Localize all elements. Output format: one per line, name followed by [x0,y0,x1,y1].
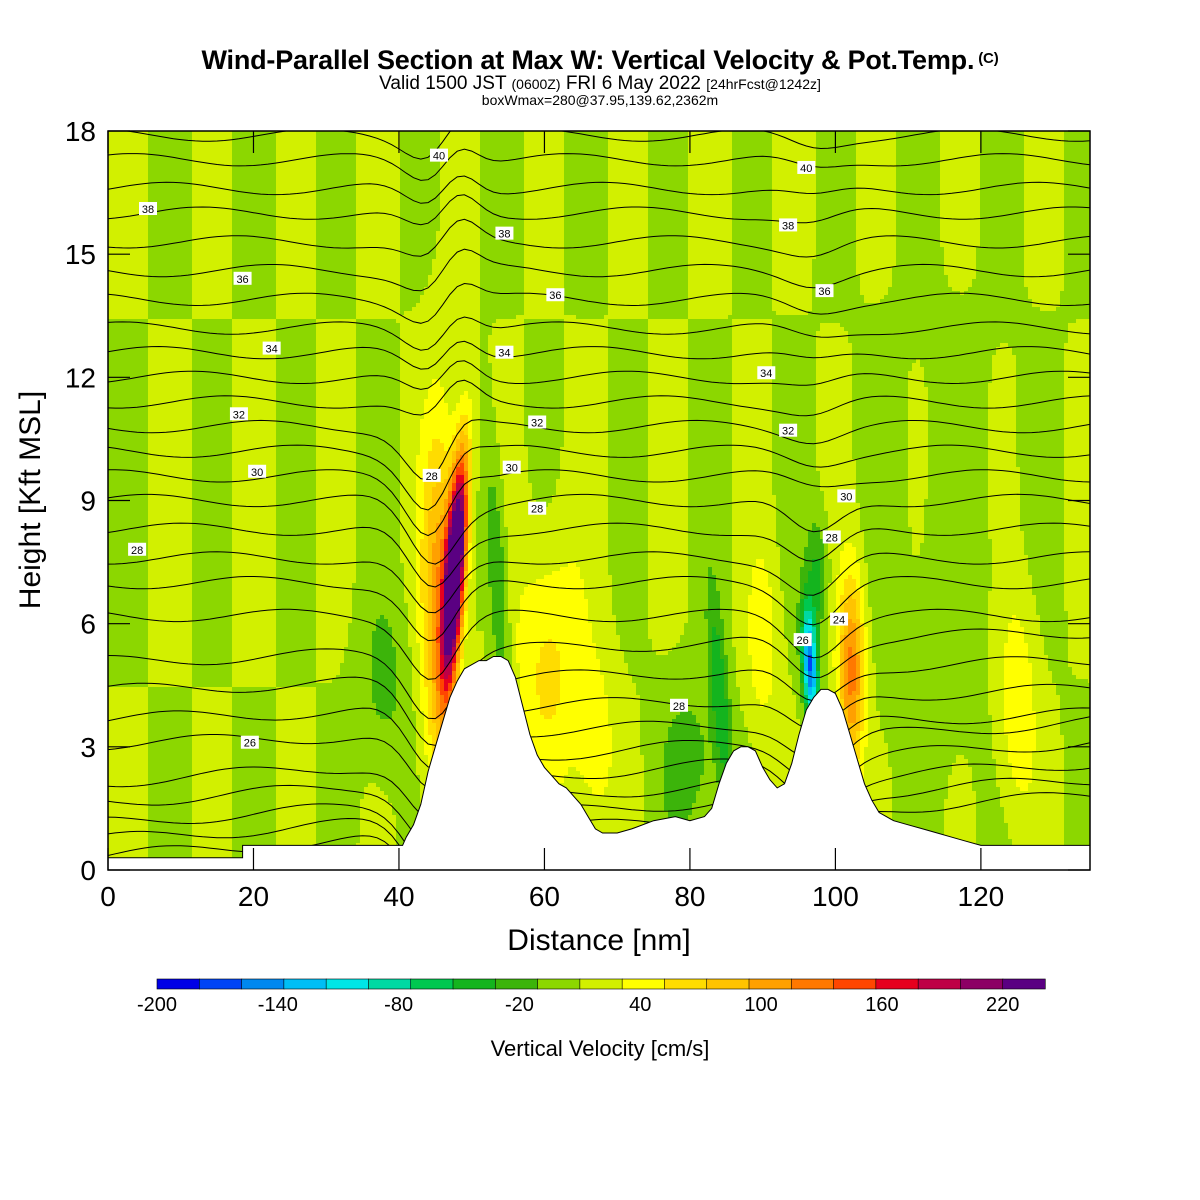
contour-label: 26 [797,635,809,647]
colorbar-swatch [453,979,496,989]
colorbar-swatch [284,979,327,989]
colorbar-swatch [157,979,200,989]
contour-label: 34 [266,344,278,356]
colorbar-tick-label: 160 [842,994,922,1017]
colorbar-tick-label: -200 [117,994,197,1017]
x-axis-label: Distance [nm] [507,924,690,957]
colorbar-swatch [876,979,919,989]
contour-label: 32 [531,417,543,429]
colorbar-swatch [918,979,961,989]
colorbar-swatch [538,979,581,989]
contour-label: 28 [131,545,143,557]
x-tick-label: 60 [529,881,560,912]
x-tick-label: 120 [958,881,1005,912]
colorbar-swatch [326,979,369,989]
colorbar-swatch [749,979,792,989]
y-tick-label: 15 [65,239,96,270]
contour-label: 26 [244,738,256,750]
contour-label: 38 [142,204,154,216]
contour-label: 36 [818,286,830,298]
y-tick-label: 6 [80,609,96,640]
colorbar-tick-label: -20 [479,994,559,1017]
x-tick-label: 0 [100,881,116,912]
colorbar-tick-label: 220 [963,994,1043,1017]
y-tick-label: 12 [65,362,96,393]
contour-label: 32 [233,409,245,421]
contour-label: 28 [426,471,438,483]
colorbar-swatch [199,979,242,989]
y-tick-label: 0 [80,855,96,886]
colorbar-swatch [411,979,454,989]
x-tick-label: 40 [383,881,414,912]
colorbar-tick-label: 40 [600,994,680,1017]
y-axis-label: Height [Kft MSL] [14,391,47,609]
contour-label: 28 [826,532,838,544]
contour-label: 30 [840,491,852,503]
contour-label: 28 [531,504,543,516]
contour-label: 36 [236,274,248,286]
cross-section-chart: 40403838383636 3634 343432323230 3030282828… [0,0,1200,1200]
contour-label: 30 [251,467,263,479]
y-tick-label: 18 [65,116,96,147]
contour-label: 40 [800,163,812,175]
colorbar-swatch [242,979,285,989]
colorbar-tick-label: -140 [238,994,318,1017]
colorbar-swatch [622,979,665,989]
colorbar [157,979,1045,989]
x-tick-label: 80 [674,881,705,912]
y-tick-label: 3 [80,732,96,763]
colorbar-swatch [664,979,707,989]
colorbar-title: Vertical Velocity [cm/s] [0,1036,1200,1062]
colorbar-swatch [1003,979,1046,989]
contour-label: 40 [433,151,445,163]
colorbar-swatch [960,979,1003,989]
colorbar-swatch [834,979,877,989]
contour-label: 38 [498,229,510,241]
contour-label: 38 [782,220,794,232]
contour-label: 24 [833,615,845,627]
colorbar-swatch [368,979,411,989]
colorbar-swatch [495,979,538,989]
contour-label: 30 [506,463,518,475]
colorbar-swatch [580,979,623,989]
x-tick-label: 100 [812,881,859,912]
y-tick-label: 9 [80,486,96,517]
contour-label: 36 [549,290,561,302]
colorbar-tick-label: 100 [721,994,801,1017]
colorbar-tick-label: -80 [359,994,439,1017]
x-tick-label: 20 [238,881,269,912]
contour-label: 28 [673,701,685,713]
contour-label: 34 [498,348,510,360]
colorbar-swatch [707,979,750,989]
contour-label: 34 [760,368,772,380]
colorbar-swatch [791,979,834,989]
contour-label: 32 [782,426,794,438]
